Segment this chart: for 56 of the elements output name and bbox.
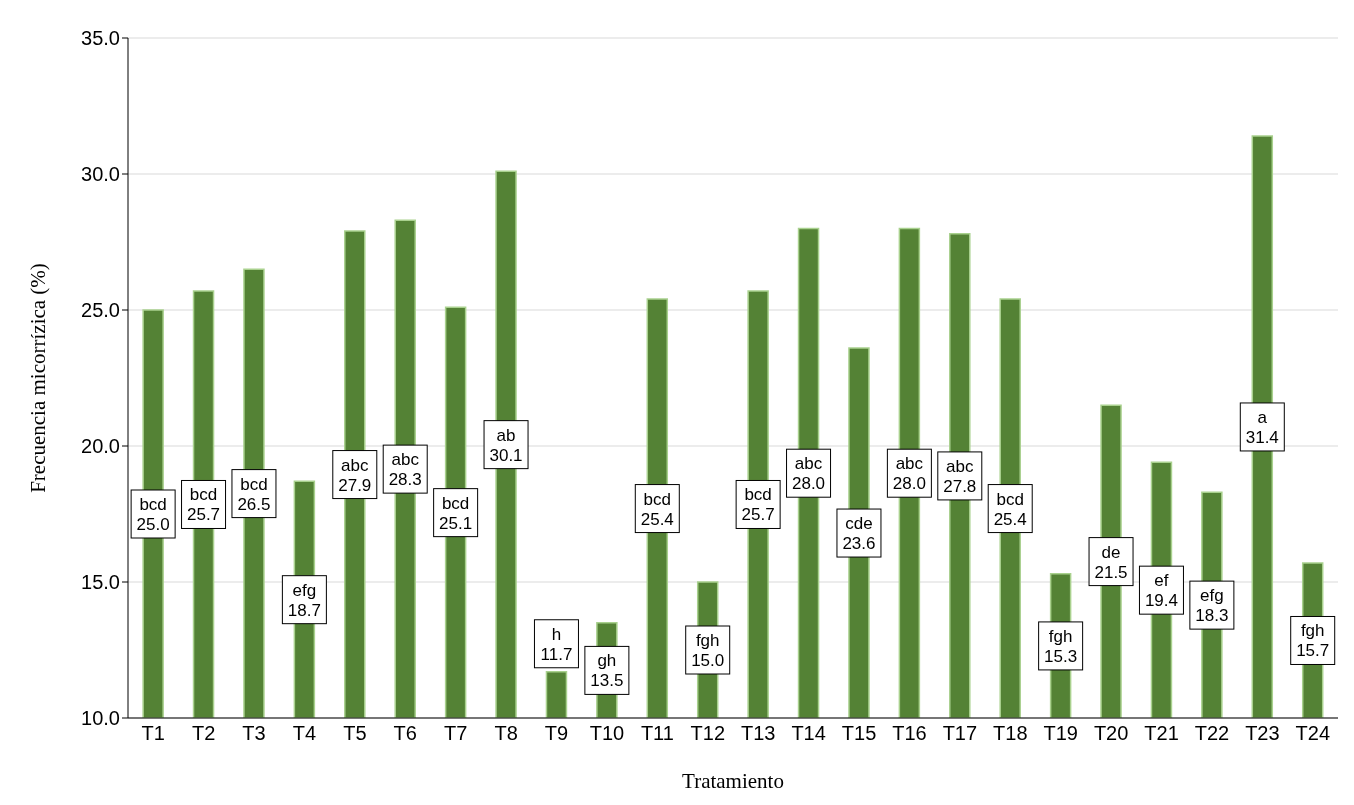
y-tick-label: 25.0 <box>81 299 120 322</box>
x-axis-title: Tratamiento <box>682 769 784 793</box>
x-tick-label: T22 <box>1194 722 1230 745</box>
x-tick-label: T7 <box>444 722 468 745</box>
data-label: de 21.5 <box>1094 542 1128 582</box>
data-label: bcd 26.5 <box>237 474 271 514</box>
data-label: h 11.7 <box>540 624 573 664</box>
data-label: abc 28.3 <box>388 450 422 490</box>
x-tick-label: T11 <box>640 722 674 745</box>
x-tick-label: T5 <box>343 722 367 745</box>
data-label: abc 28.0 <box>892 454 926 494</box>
data-label: bcd 25.7 <box>741 485 775 525</box>
data-label: ef 19.4 <box>1144 571 1179 611</box>
data-label: bcd 25.0 <box>136 495 170 534</box>
x-tick-label: T19 <box>1043 722 1078 745</box>
x-tick-label: T13 <box>740 722 776 745</box>
data-label: fgh 15.7 <box>1296 621 1330 661</box>
data-label: abc 28.0 <box>791 454 826 494</box>
data-label: efg 18.3 <box>1195 586 1229 626</box>
data-label: fgh 15.3 <box>1044 626 1078 666</box>
x-tick-label: T14 <box>791 722 826 745</box>
y-tick-label: 20.0 <box>81 435 120 458</box>
y-tick-label: 10.0 <box>81 707 120 730</box>
x-tick-label: T6 <box>393 722 417 745</box>
x-tick-label: T18 <box>993 722 1028 745</box>
x-tick-label: T12 <box>690 722 726 745</box>
data-label: bcd 25.4 <box>993 489 1027 529</box>
x-tick-label: T21 <box>1144 722 1179 745</box>
data-label: cde 23.6 <box>842 514 876 554</box>
y-axis-title: Frecuencia micorrízica (%) <box>26 263 51 493</box>
y-tick-label: 35.0 <box>81 27 120 50</box>
data-label: efg 18.7 <box>287 580 321 620</box>
x-tick-label: T10 <box>589 722 625 745</box>
x-tick-label: T23 <box>1245 722 1280 745</box>
x-tick-label: T20 <box>1093 722 1129 745</box>
data-label: ab 30.1 <box>489 425 523 465</box>
y-tick-label: 15.0 <box>81 571 120 594</box>
data-label: gh 13.5 <box>590 651 624 691</box>
x-tick-label: T15 <box>841 722 877 745</box>
x-tick-label: T16 <box>892 722 927 745</box>
y-tick-label: 30.0 <box>81 163 120 186</box>
data-label: bcd 25.1 <box>439 493 473 533</box>
data-label: bcd 25.7 <box>186 485 221 525</box>
data-label: abc 27.9 <box>338 455 372 495</box>
x-tick-label: T17 <box>942 722 978 745</box>
x-tick-label: T9 <box>544 722 569 745</box>
x-tick-label: T24 <box>1295 722 1331 745</box>
data-label: bcd 25.4 <box>640 489 674 529</box>
data-label: fgh 15.0 <box>691 631 725 670</box>
x-tick-label: T2 <box>191 722 216 745</box>
x-tick-label: T8 <box>494 722 518 745</box>
data-label: abc 27.8 <box>943 456 977 496</box>
x-tick-label: T3 <box>242 722 266 745</box>
x-tick-label: T1 <box>141 722 165 745</box>
x-tick-label: T4 <box>292 722 317 745</box>
data-label: a 31.4 <box>1245 407 1279 447</box>
